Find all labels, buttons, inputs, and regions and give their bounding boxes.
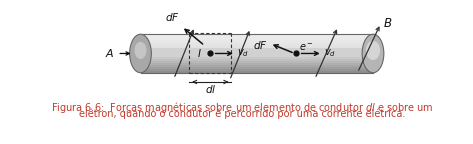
FancyBboxPatch shape — [140, 48, 373, 50]
Ellipse shape — [134, 42, 147, 59]
FancyBboxPatch shape — [140, 46, 373, 48]
Text: $v_d$: $v_d$ — [324, 48, 336, 59]
FancyBboxPatch shape — [140, 34, 373, 37]
FancyBboxPatch shape — [140, 57, 373, 60]
FancyBboxPatch shape — [140, 42, 373, 44]
Text: $B$: $B$ — [383, 17, 393, 30]
FancyBboxPatch shape — [140, 71, 373, 73]
FancyBboxPatch shape — [140, 40, 373, 42]
Ellipse shape — [362, 34, 384, 73]
Text: $I$: $I$ — [197, 47, 202, 59]
Text: $e^-$: $e^-$ — [299, 42, 314, 53]
Text: $dF$: $dF$ — [166, 11, 180, 23]
Text: $dF$: $dF$ — [253, 39, 268, 51]
FancyBboxPatch shape — [140, 65, 373, 67]
FancyBboxPatch shape — [140, 55, 373, 58]
Text: $A$: $A$ — [105, 48, 115, 59]
FancyBboxPatch shape — [140, 38, 373, 40]
FancyBboxPatch shape — [140, 69, 373, 71]
Ellipse shape — [130, 34, 151, 73]
FancyBboxPatch shape — [140, 63, 373, 65]
FancyBboxPatch shape — [140, 34, 373, 73]
FancyBboxPatch shape — [140, 59, 373, 61]
Text: $v_d$: $v_d$ — [237, 48, 249, 59]
FancyBboxPatch shape — [140, 67, 373, 69]
FancyBboxPatch shape — [140, 61, 373, 64]
FancyBboxPatch shape — [140, 36, 373, 38]
Ellipse shape — [366, 41, 380, 60]
FancyBboxPatch shape — [140, 53, 373, 56]
Text: $dl$: $dl$ — [204, 83, 216, 95]
FancyBboxPatch shape — [140, 50, 373, 52]
Text: elétron, quando o condutor é percorrido por uma corrente elétrica.: elétron, quando o condutor é percorrido … — [79, 109, 405, 119]
FancyBboxPatch shape — [140, 52, 373, 54]
Text: Figura 6.6:  Forças magnéticas sobre um elemento de condutor $dl$ e sobre um: Figura 6.6: Forças magnéticas sobre um e… — [51, 101, 433, 115]
FancyBboxPatch shape — [140, 44, 373, 46]
